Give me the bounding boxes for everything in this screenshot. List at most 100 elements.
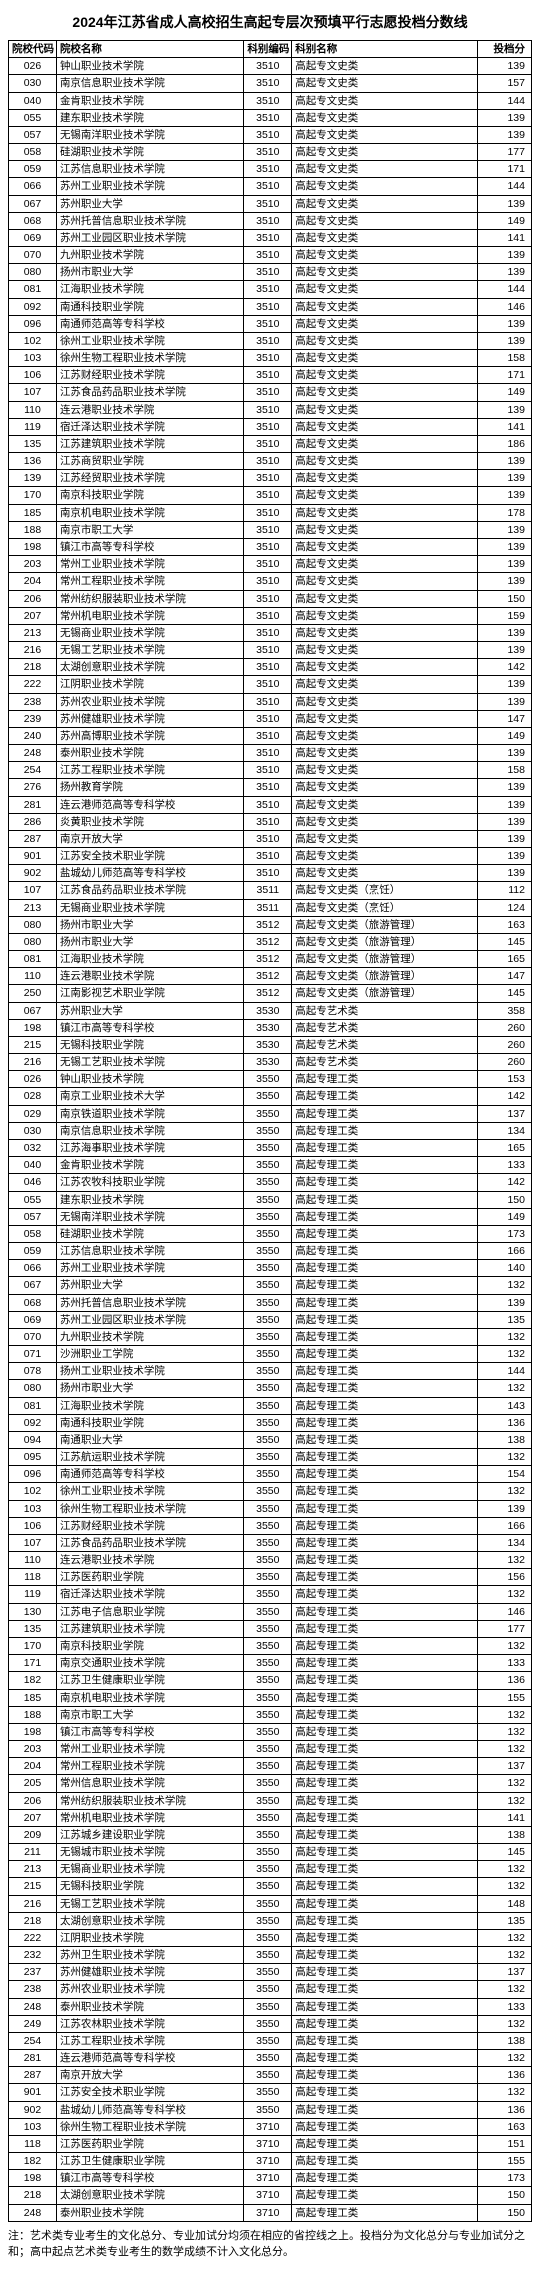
cell-name: 南京市职工大学 (56, 521, 243, 538)
cell-score: 139 (477, 676, 532, 693)
cell-catcode: 3510 (244, 779, 292, 796)
cell-name: 南京机电职业技术学院 (56, 1689, 243, 1706)
table-row: 216无锡工艺职业技术学院3530高起专艺术类260 (9, 1054, 532, 1071)
table-row: 103徐州生物工程职业技术学院3710高起专理工类163 (9, 2118, 532, 2135)
cell-name: 无锡城市职业技术学院 (56, 1844, 243, 1861)
cell-catcode: 3710 (244, 2135, 292, 2152)
cell-name: 江苏商贸职业学院 (56, 453, 243, 470)
cell-score: 132 (477, 1741, 532, 1758)
cell-code: 139 (9, 470, 57, 487)
cell-code: 213 (9, 899, 57, 916)
cell-code: 119 (9, 418, 57, 435)
table-row: 250江南影视艺术职业学院3512高起专文史类（旅游管理）145 (9, 985, 532, 1002)
cell-catname: 高起专文史类（烹饪） (292, 882, 477, 899)
cell-score: 135 (477, 1311, 532, 1328)
cell-code: 248 (9, 2204, 57, 2221)
cell-code: 276 (9, 779, 57, 796)
cell-catcode: 3550 (244, 1105, 292, 1122)
cell-code: 066 (9, 178, 57, 195)
cell-catname: 高起专文史类 (292, 848, 477, 865)
cell-catname: 高起专理工类 (292, 2118, 477, 2135)
cell-catname: 高起专理工类 (292, 1912, 477, 1929)
cell-score: 151 (477, 2135, 532, 2152)
cell-score: 144 (477, 281, 532, 298)
cell-score: 145 (477, 985, 532, 1002)
cell-catname: 高起专文史类 (292, 229, 477, 246)
cell-catname: 高起专文史类 (292, 693, 477, 710)
cell-name: 无锡工艺职业技术学院 (56, 1895, 243, 1912)
cell-code: 250 (9, 985, 57, 1002)
cell-code: 055 (9, 109, 57, 126)
cell-name: 九州职业技术学院 (56, 1328, 243, 1345)
cell-score: 146 (477, 298, 532, 315)
cell-score: 139 (477, 58, 532, 75)
cell-code: 069 (9, 229, 57, 246)
cell-catcode: 3512 (244, 951, 292, 968)
cell-name: 常州信息职业技术学院 (56, 1775, 243, 1792)
cell-name: 南京科技职业学院 (56, 487, 243, 504)
cell-catcode: 3550 (244, 1260, 292, 1277)
cell-name: 宿迁泽达职业技术学院 (56, 418, 243, 435)
cell-score: 141 (477, 1809, 532, 1826)
cell-catname: 高起专文史类（旅游管理） (292, 933, 477, 950)
table-row: 067苏州职业大学3530高起专艺术类358 (9, 1002, 532, 1019)
cell-catcode: 3510 (244, 212, 292, 229)
cell-score: 145 (477, 1844, 532, 1861)
cell-catname: 高起专理工类 (292, 2204, 477, 2221)
cell-name: 南京开放大学 (56, 830, 243, 847)
table-row: 211无锡城市职业技术学院3550高起专理工类145 (9, 1844, 532, 1861)
cell-catcode: 3710 (244, 2118, 292, 2135)
cell-catname: 高起专理工类 (292, 1620, 477, 1637)
cell-catname: 高起专理工类 (292, 1088, 477, 1105)
cell-code: 213 (9, 1861, 57, 1878)
cell-name: 江苏安全技术职业学院 (56, 848, 243, 865)
table-row: 276扬州教育学院3510高起专文史类139 (9, 779, 532, 796)
cell-catcode: 3550 (244, 1655, 292, 1672)
cell-code: 107 (9, 882, 57, 899)
cell-catcode: 3510 (244, 573, 292, 590)
cell-name: 无锡商业职业技术学院 (56, 899, 243, 916)
cell-code: 118 (9, 2135, 57, 2152)
cell-score: 132 (477, 2015, 532, 2032)
cell-catcode: 3510 (244, 848, 292, 865)
cell-catcode: 3550 (244, 1844, 292, 1861)
cell-name: 泰州职业技术学院 (56, 1998, 243, 2015)
cell-score: 139 (477, 315, 532, 332)
cell-catname: 高起专文史类 (292, 487, 477, 504)
cell-catcode: 3550 (244, 1672, 292, 1689)
cell-catname: 高起专理工类 (292, 1723, 477, 1740)
cell-catcode: 3510 (244, 796, 292, 813)
cell-name: 南通科技职业学院 (56, 1414, 243, 1431)
cell-catname: 高起专文史类 (292, 504, 477, 521)
cell-catname: 高起专文史类 (292, 75, 477, 92)
cell-catcode: 3550 (244, 1998, 292, 2015)
cell-catcode: 3550 (244, 1346, 292, 1363)
cell-score: 139 (477, 538, 532, 555)
cell-catcode: 3510 (244, 745, 292, 762)
cell-name: 常州工业职业技术学院 (56, 556, 243, 573)
col-header-name: 院校名称 (56, 41, 243, 58)
cell-score: 158 (477, 350, 532, 367)
cell-catcode: 3511 (244, 899, 292, 916)
cell-name: 南京开放大学 (56, 2067, 243, 2084)
cell-score: 137 (477, 1105, 532, 1122)
cell-score: 139 (477, 693, 532, 710)
cell-code: 106 (9, 1517, 57, 1534)
cell-score: 149 (477, 1208, 532, 1225)
cell-code: 206 (9, 590, 57, 607)
cell-score: 143 (477, 1397, 532, 1414)
cell-score: 148 (477, 1895, 532, 1912)
cell-name: 江海职业技术学院 (56, 951, 243, 968)
cell-name: 无锡商业职业技术学院 (56, 624, 243, 641)
cell-catname: 高起专文史类（旅游管理） (292, 951, 477, 968)
cell-score: 141 (477, 418, 532, 435)
cell-code: 902 (9, 865, 57, 882)
table-row: 237苏州健雄职业技术学院3550高起专理工类137 (9, 1964, 532, 1981)
cell-name: 苏州工业职业技术学院 (56, 178, 243, 195)
cell-catcode: 3550 (244, 1964, 292, 1981)
cell-catcode: 3510 (244, 350, 292, 367)
cell-score: 139 (477, 1500, 532, 1517)
cell-code: 102 (9, 332, 57, 349)
cell-code: 106 (9, 367, 57, 384)
cell-catcode: 3550 (244, 1981, 292, 1998)
